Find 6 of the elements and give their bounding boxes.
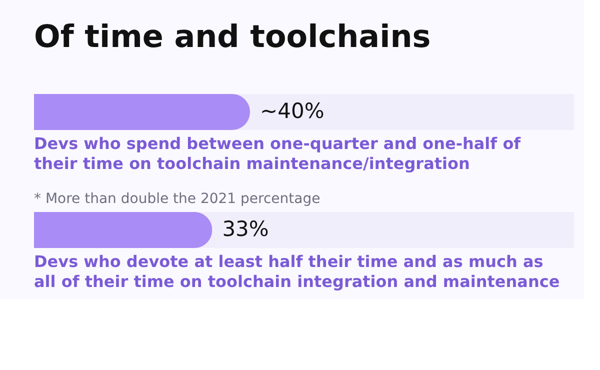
data-label: 33%: [222, 217, 269, 241]
y-tick-label: Devs who devote at least half their time and as much as all of their time on toolchain integration and maintenance: [34, 252, 560, 291]
data-label: ~40%: [260, 99, 324, 123]
annotation: * More than double the 2021 percentage: [34, 191, 320, 207]
chart-title: Of time and toolchains: [34, 19, 431, 55]
y-tick-label: Devs who spend between one-quarter and one-half of their time on toolchain maintenance/integration: [34, 134, 522, 173]
